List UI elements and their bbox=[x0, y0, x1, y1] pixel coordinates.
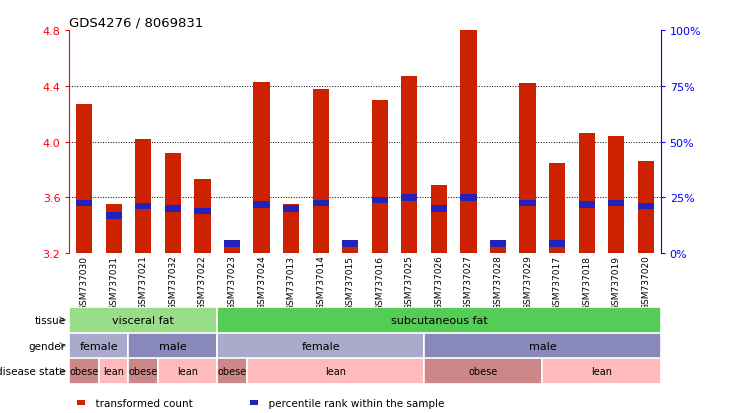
Bar bbox=[253, 83, 269, 254]
Bar bbox=[490, 241, 506, 247]
Text: female: female bbox=[301, 341, 340, 351]
Bar bbox=[135, 140, 151, 254]
Text: subcutaneous fat: subcutaneous fat bbox=[391, 315, 488, 325]
Bar bbox=[638, 203, 654, 209]
Bar bbox=[69, 358, 99, 384]
Bar bbox=[424, 358, 542, 384]
Bar bbox=[461, 195, 477, 201]
Bar bbox=[76, 200, 92, 206]
Bar bbox=[224, 241, 240, 247]
Bar bbox=[490, 244, 506, 254]
Bar bbox=[218, 358, 247, 384]
Text: tissue: tissue bbox=[34, 315, 66, 325]
Bar bbox=[69, 333, 128, 358]
Text: visceral fat: visceral fat bbox=[112, 315, 174, 325]
Bar bbox=[283, 206, 299, 212]
Bar bbox=[520, 84, 536, 254]
Bar bbox=[542, 358, 661, 384]
Bar bbox=[106, 213, 122, 219]
Bar bbox=[99, 358, 128, 384]
Bar bbox=[431, 185, 447, 254]
Bar bbox=[342, 241, 358, 247]
Bar bbox=[253, 202, 269, 208]
Bar bbox=[312, 200, 328, 206]
Text: transformed count: transformed count bbox=[89, 398, 193, 408]
Text: male: male bbox=[529, 341, 556, 351]
Bar bbox=[520, 200, 536, 206]
Bar bbox=[165, 206, 181, 212]
Bar bbox=[76, 105, 92, 254]
Bar bbox=[194, 209, 210, 215]
Bar bbox=[158, 358, 218, 384]
Bar bbox=[135, 203, 151, 209]
Bar bbox=[218, 333, 424, 358]
Bar bbox=[549, 163, 565, 254]
Bar bbox=[342, 244, 358, 254]
Text: obese: obese bbox=[69, 366, 99, 376]
Text: GDS4276 / 8069831: GDS4276 / 8069831 bbox=[69, 17, 204, 30]
Bar bbox=[579, 134, 595, 254]
Text: obese: obese bbox=[128, 366, 158, 376]
Bar bbox=[461, 31, 477, 254]
Text: obese: obese bbox=[469, 366, 498, 376]
Bar bbox=[69, 307, 218, 333]
Text: obese: obese bbox=[218, 366, 247, 376]
Bar bbox=[424, 333, 661, 358]
Bar bbox=[194, 180, 210, 254]
Bar bbox=[372, 100, 388, 254]
Text: female: female bbox=[80, 341, 118, 351]
Bar bbox=[218, 307, 661, 333]
Text: male: male bbox=[159, 341, 187, 351]
Text: percentile rank within the sample: percentile rank within the sample bbox=[262, 398, 445, 408]
Bar bbox=[549, 241, 565, 247]
Bar bbox=[431, 206, 447, 212]
Text: lean: lean bbox=[177, 366, 198, 376]
Bar bbox=[128, 358, 158, 384]
Text: disease state: disease state bbox=[0, 366, 66, 376]
Bar bbox=[638, 162, 654, 254]
Bar bbox=[579, 202, 595, 208]
Bar bbox=[106, 205, 122, 254]
Bar bbox=[608, 200, 624, 206]
Bar bbox=[283, 205, 299, 254]
Bar bbox=[247, 358, 424, 384]
Bar bbox=[312, 89, 328, 254]
Bar bbox=[372, 197, 388, 204]
Bar bbox=[128, 333, 218, 358]
Bar bbox=[402, 77, 418, 254]
Text: lean: lean bbox=[103, 366, 124, 376]
Text: lean: lean bbox=[325, 366, 346, 376]
Text: lean: lean bbox=[591, 366, 612, 376]
Bar bbox=[402, 195, 418, 201]
Bar bbox=[224, 244, 240, 254]
Bar bbox=[608, 137, 624, 254]
Bar bbox=[165, 153, 181, 254]
Text: gender: gender bbox=[28, 341, 66, 351]
